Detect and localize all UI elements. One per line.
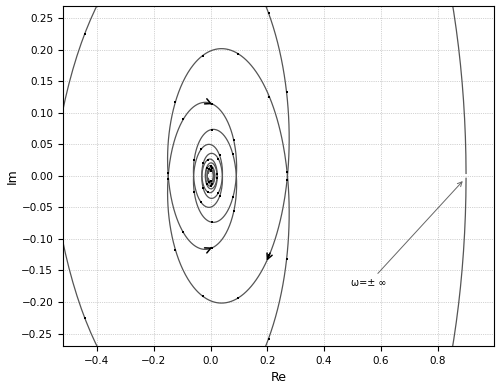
Y-axis label: Im: Im	[6, 168, 18, 184]
Text: ω=± ∞: ω=± ∞	[351, 182, 462, 288]
X-axis label: Re: Re	[270, 371, 286, 385]
